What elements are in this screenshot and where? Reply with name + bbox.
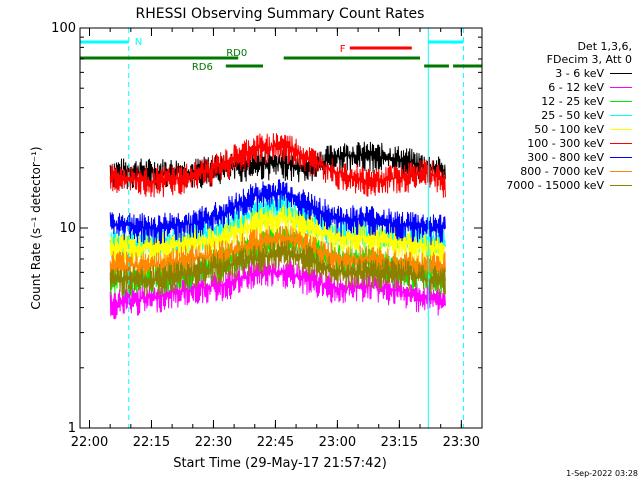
series-line	[109, 225, 446, 283]
legend-swatch	[610, 114, 632, 116]
x-tick-label: 23:15	[381, 435, 418, 450]
overlay-layer: N F RD0 RD6	[79, 28, 482, 428]
flare-annotation-label: F	[340, 44, 346, 55]
series-line	[109, 239, 446, 296]
legend-entry-label: 7000 - 15000 keV	[506, 178, 604, 192]
footer-timestamp: 1-Sep-2022 03:28	[566, 469, 638, 478]
legend-entry: 25 - 50 keV	[462, 108, 632, 122]
legend-swatch	[610, 156, 632, 158]
legend-swatch	[610, 184, 632, 186]
y-tick-label: 10	[59, 221, 76, 236]
legend: Det 1,3,6, FDecim 3, Att 0 3 - 6 keV 6 - …	[462, 40, 632, 192]
legend-swatch	[610, 86, 632, 88]
x-tick-label: 22:30	[195, 435, 232, 450]
legend-entry-label: 100 - 300 keV	[527, 136, 604, 150]
series-line	[109, 204, 446, 265]
x-axis: 22:00 22:15 22:30 22:45 23:00 23:15 23:30	[71, 28, 483, 450]
legend-entry-label: 800 - 7000 keV	[520, 164, 604, 178]
rd6-annotation-label: RD6	[192, 62, 213, 73]
legend-header-line: FDecim 3, Att 0	[546, 53, 632, 66]
legend-swatch	[610, 100, 632, 102]
legend-entry-label: 3 - 6 keV	[555, 66, 604, 80]
legend-entry: 12 - 25 keV	[462, 94, 632, 108]
legend-entry: 50 - 100 keV	[462, 122, 632, 136]
legend-swatch	[610, 72, 632, 74]
legend-entry: 3 - 6 keV	[462, 66, 632, 80]
series-line	[109, 141, 446, 190]
y-tick-label: 100	[51, 21, 76, 36]
x-axis-label: Start Time (29-May-17 21:57:42)	[173, 456, 387, 471]
y-tick-label: 1	[68, 421, 76, 436]
x-tick-label: 22:45	[257, 435, 294, 450]
rd0-annotation-label: RD0	[226, 48, 247, 59]
legend-entry: 300 - 800 keV	[462, 150, 632, 164]
legend-rows: 3 - 6 keV 6 - 12 keV 12 - 25 keV 25 - 50 ke…	[462, 66, 632, 192]
legend-header-line: Det 1,3,6,	[577, 40, 632, 53]
legend-entry: 7000 - 15000 keV	[462, 178, 632, 192]
x-tick-label: 22:00	[71, 435, 108, 450]
series-line	[109, 133, 446, 198]
night-annotation-label: N	[135, 37, 142, 48]
x-tick-label: 23:00	[319, 435, 356, 450]
plot-data-layer	[109, 133, 446, 320]
legend-entry: 6 - 12 keV	[462, 80, 632, 94]
legend-entry: 800 - 7000 keV	[462, 164, 632, 178]
x-tick-label: 23:30	[443, 435, 480, 450]
legend-entry-label: 300 - 800 keV	[527, 150, 604, 164]
legend-swatch	[610, 142, 632, 144]
legend-swatch	[610, 170, 632, 172]
x-tick-label: 22:15	[133, 435, 170, 450]
legend-entry-label: 12 - 25 keV	[541, 94, 604, 108]
legend-swatch	[610, 128, 632, 130]
chart-title: RHESSI Observing Summary Count Rates	[136, 6, 425, 22]
y-axis: 1 10 100	[51, 21, 482, 436]
series-line	[109, 179, 446, 246]
legend-entry: 100 - 300 keV	[462, 136, 632, 150]
legend-entry-label: 6 - 12 keV	[548, 80, 604, 94]
legend-entry-label: 50 - 100 keV	[534, 122, 604, 136]
y-axis-label: Count Rate (s⁻¹ detector⁻¹)	[29, 146, 43, 309]
legend-entry-label: 25 - 50 keV	[541, 108, 604, 122]
